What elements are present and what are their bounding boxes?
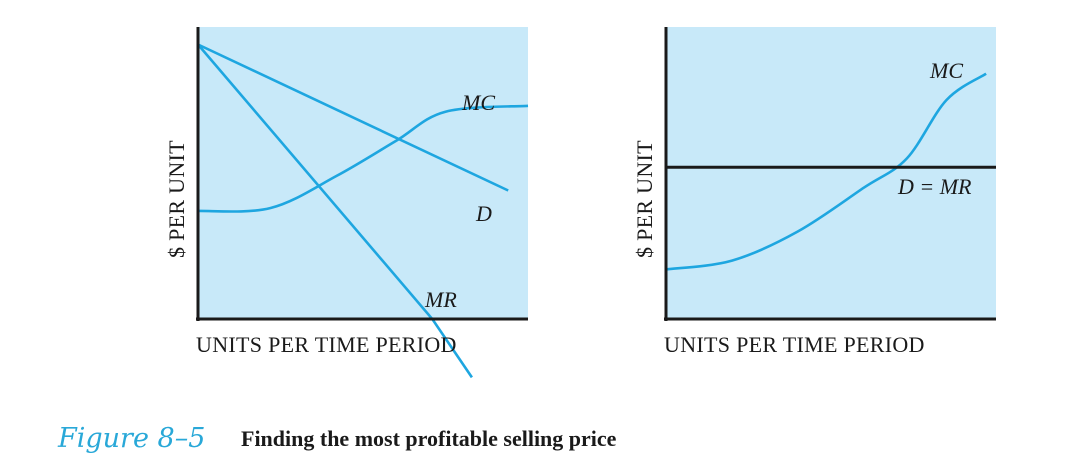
right-x-axis-label: UNITS PER TIME PERIOD bbox=[664, 332, 925, 357]
left-x-axis-label: UNITS PER TIME PERIOD bbox=[196, 332, 457, 357]
left-mr-label: MR bbox=[424, 287, 457, 312]
left-d-label: D bbox=[475, 201, 492, 226]
left-chart: MC D MR UNITS PER TIME PERIOD $ PER UNIT bbox=[164, 27, 529, 379]
figure-title: Finding the most profitable selling pric… bbox=[241, 426, 617, 451]
right-chart-background bbox=[666, 27, 996, 319]
left-d-curve bbox=[197, 43, 509, 192]
left-mc-curve bbox=[197, 104, 529, 213]
right-mc-curve bbox=[665, 72, 987, 271]
left-mc-label: MC bbox=[461, 90, 495, 115]
figure-number: Figure 8–5 bbox=[57, 423, 205, 454]
right-mc-label: MC bbox=[929, 58, 963, 83]
right-y-axis-label: $ PER UNIT bbox=[632, 140, 657, 258]
left-chart-background bbox=[198, 27, 528, 319]
right-chart: MC D = MR UNITS PER TIME PERIOD $ PER UN… bbox=[632, 27, 996, 357]
left-y-axis-label: $ PER UNIT bbox=[164, 140, 189, 258]
right-dmr-label: D = MR bbox=[897, 174, 972, 199]
